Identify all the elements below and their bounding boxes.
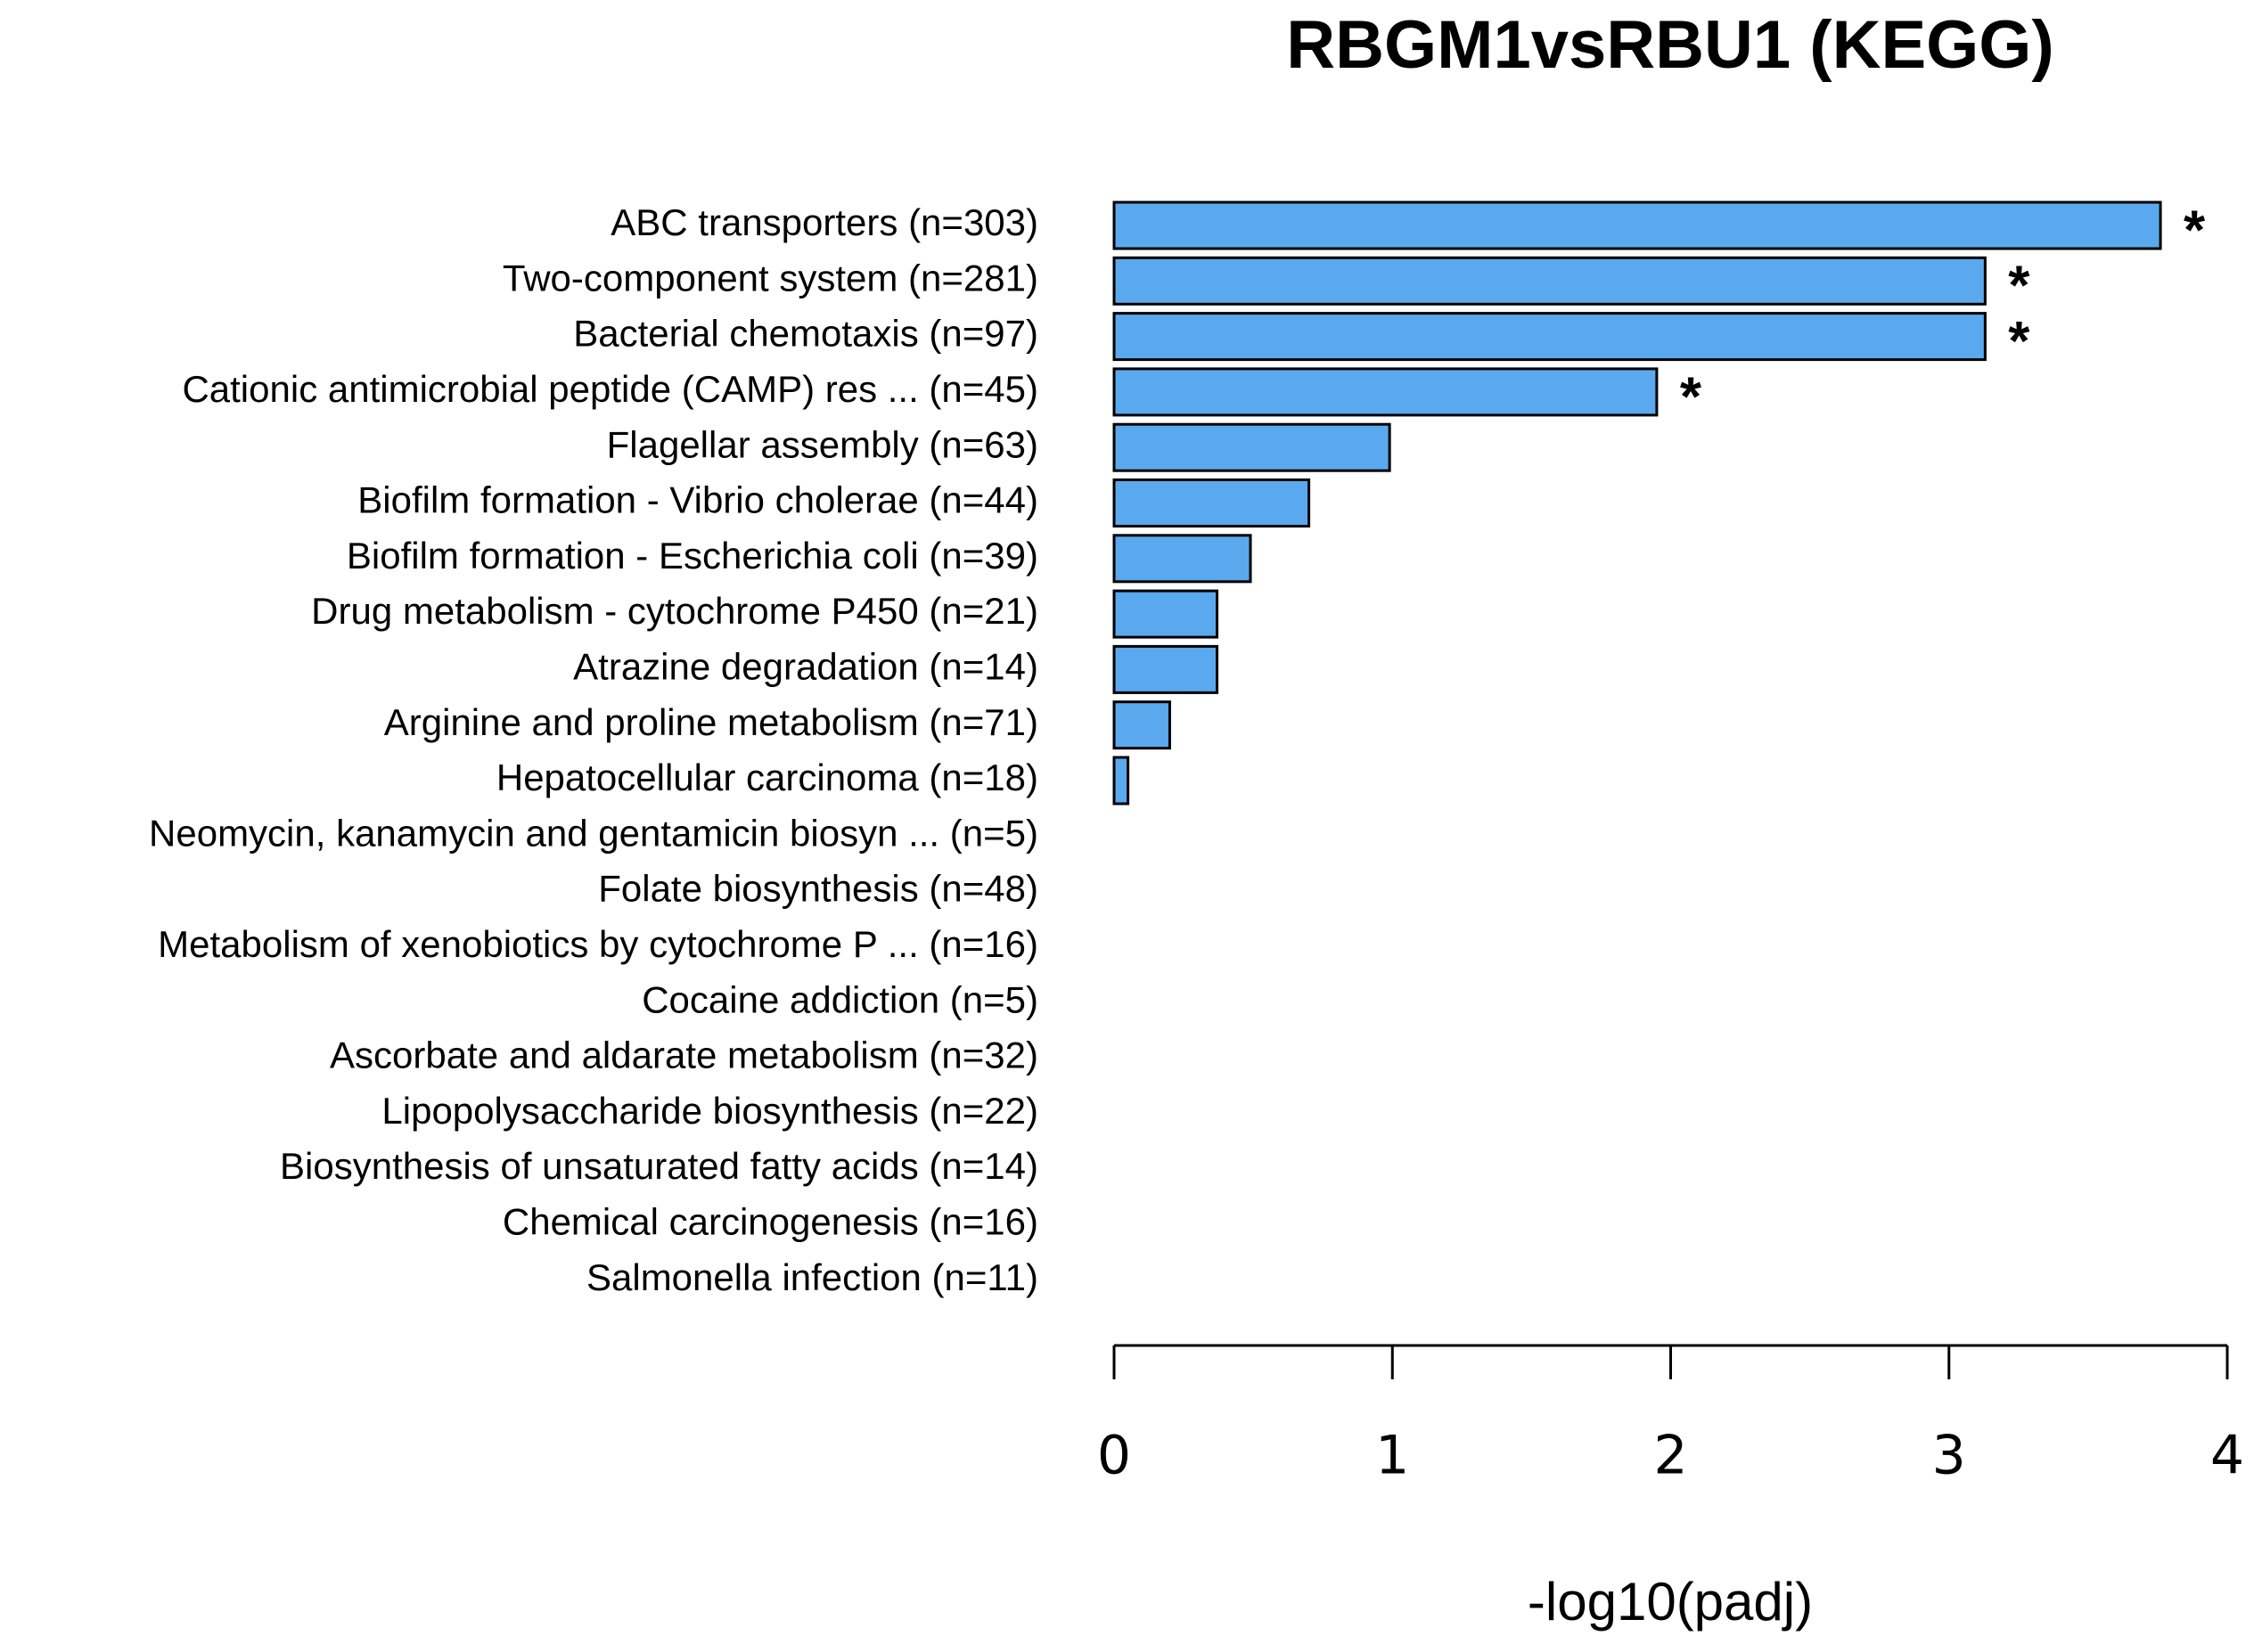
bar (1112, 256, 1987, 306)
x-tick-label: 2 (1653, 1425, 1687, 1487)
y-tick-label: Biofilm formation - Vibrio cholerae (n=4… (357, 479, 1038, 521)
y-tick-label: Flagellar assembly (n=63) (607, 423, 1038, 465)
y-tick-label: Ascorbate and aldarate metabolism (n=32) (330, 1035, 1038, 1076)
y-tick-label: Arginine and proline metabolism (n=71) (384, 701, 1038, 743)
y-tick-label: Biosynthesis of unsaturated fatty acids … (280, 1145, 1038, 1187)
bar (1112, 700, 1171, 750)
y-tick-label: Lipopolysaccharide biosynthesis (n=22) (381, 1090, 1038, 1132)
y-tick-label: Cocaine addiction (n=5) (642, 978, 1038, 1020)
bar (1112, 422, 1391, 472)
bar (1112, 312, 1987, 362)
bar (1112, 200, 2162, 250)
y-tick-label: Metabolism of xenobiotics by cytochrome … (158, 923, 1038, 965)
bar (1112, 589, 1219, 639)
x-tick-label: 4 (2210, 1425, 2244, 1487)
y-tick-label: Cationic antimicrobial peptide (CAMP) re… (182, 368, 1038, 410)
y-tick-label: ABC transporters (n=303) (611, 201, 1038, 243)
significance-label: * (2008, 256, 2030, 317)
bar (1112, 367, 1659, 417)
x-tick-label: 0 (1097, 1425, 1131, 1487)
x-tick-label: 1 (1375, 1425, 1409, 1487)
y-tick-label: Folate biosynthesis (n=48) (598, 868, 1038, 910)
y-tick-label: Chemical carcinogenesis (n=16) (503, 1200, 1038, 1242)
y-tick-label: Hepatocellular carcinoma (n=18) (496, 756, 1038, 798)
y-tick-label: Two-component system (n=281) (503, 257, 1038, 299)
bar (1112, 644, 1219, 694)
y-tick-label: Atrazine degradation (n=14) (573, 645, 1038, 687)
significance-label: * (2184, 200, 2206, 261)
y-tick-label: Drug metabolism - cytochrome P450 (n=21) (311, 590, 1038, 632)
chart-title: RBGM1vsRBU1 (KEGG) (1286, 7, 2053, 83)
significance-label: * (1680, 366, 1702, 428)
y-tick-label: Biofilm formation - Escherichia coli (n=… (347, 535, 1038, 577)
y-tick-label: Bacterial chemotaxis (n=97) (573, 313, 1038, 355)
x-tick-label: 3 (1932, 1425, 1966, 1487)
bar (1112, 756, 1130, 806)
significance-label: * (2008, 311, 2030, 372)
bar (1112, 478, 1311, 527)
y-tick-label: Salmonella infection (n=11) (586, 1256, 1038, 1298)
bar (1112, 534, 1252, 584)
x-axis-label: -log10(padj) (1528, 1572, 1813, 1632)
y-tick-label: Neomycin, kanamycin and gentamicin biosy… (149, 812, 1038, 854)
